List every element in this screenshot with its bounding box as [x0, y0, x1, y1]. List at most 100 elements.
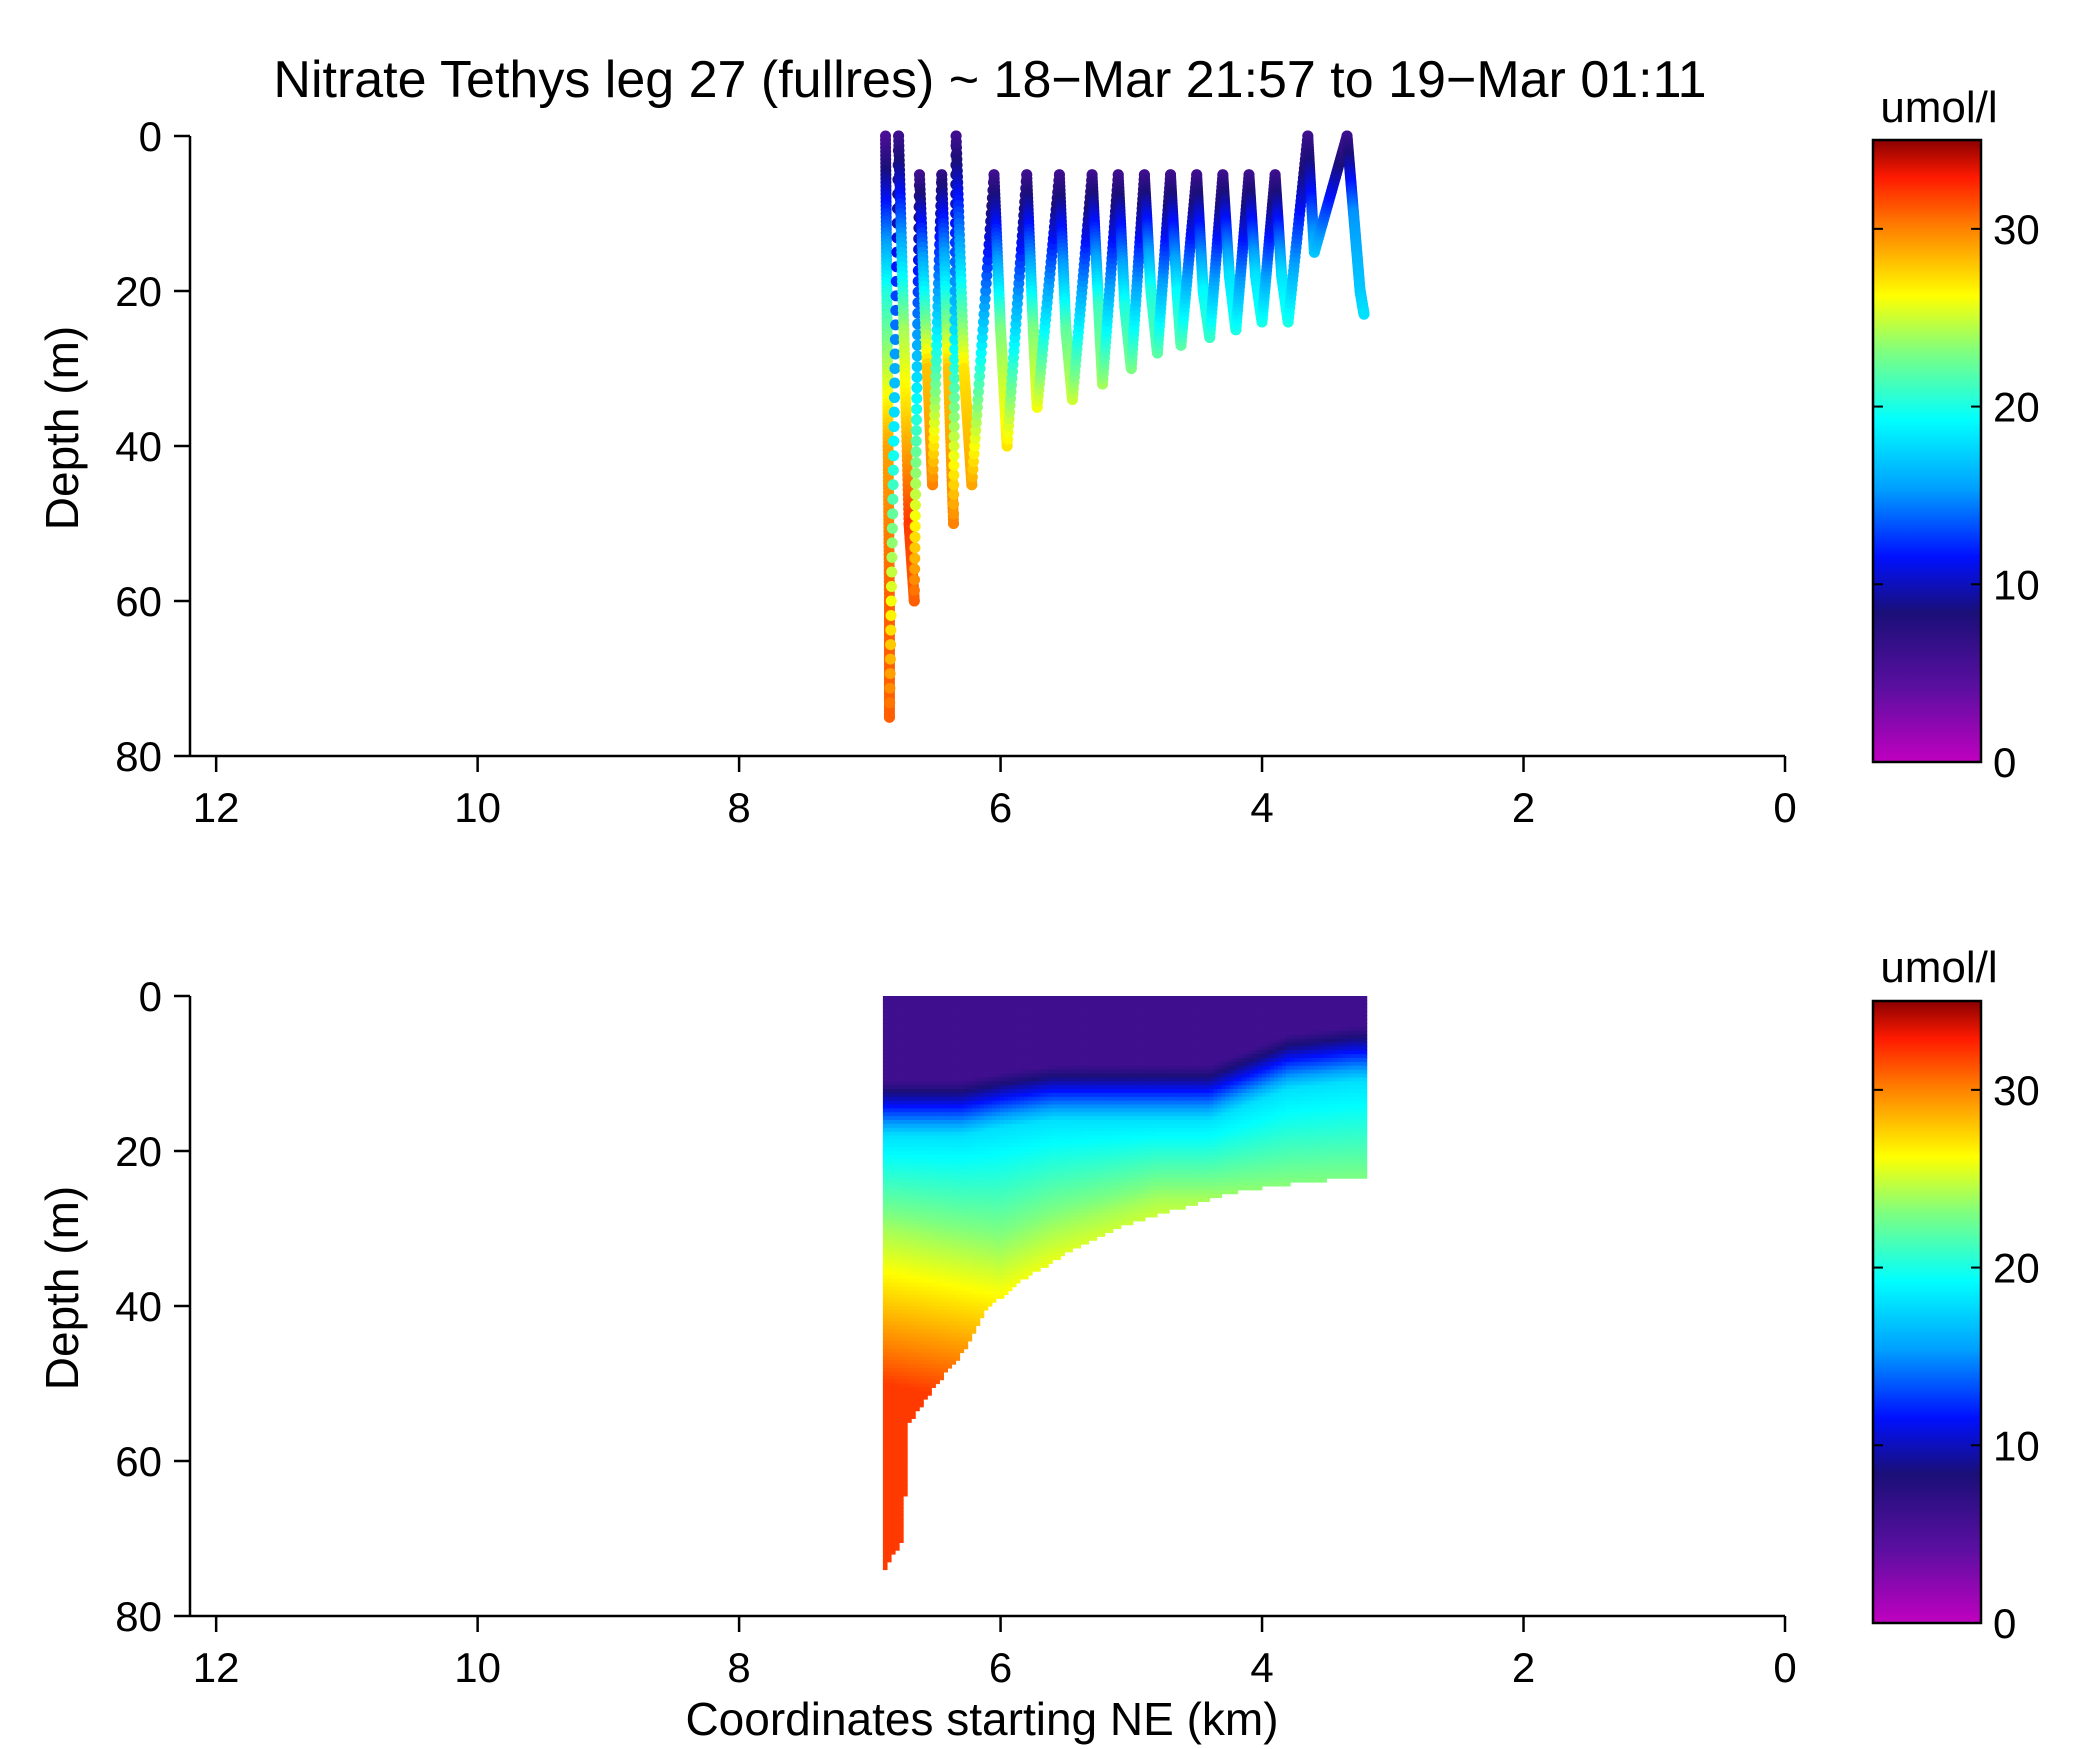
heatmap-cell	[890, 1375, 896, 1381]
heatmap-cell	[911, 1201, 916, 1206]
heatmap-cell	[882, 1247, 888, 1253]
heatmap-cell	[882, 1236, 888, 1241]
heatmap-cell	[975, 1170, 981, 1175]
heatmap-cell	[915, 1174, 920, 1179]
heatmap-cell	[939, 1170, 944, 1175]
heatmap-cell	[923, 1023, 928, 1028]
heatmap-cell	[963, 1255, 969, 1261]
heatmap-cell	[979, 1127, 985, 1133]
heatmap-cell	[911, 1348, 916, 1354]
heatmap-cell	[895, 1046, 900, 1051]
heatmap-cell	[923, 1143, 928, 1148]
heatmap-cell	[971, 1317, 977, 1323]
heatmap-cell	[899, 1046, 904, 1051]
heatmap-cell	[899, 1007, 904, 1013]
heatmap-cell	[959, 1015, 965, 1020]
heatmap-cell	[959, 1081, 965, 1086]
heatmap-cell	[979, 996, 985, 1001]
heatmap-cell	[890, 1151, 896, 1156]
heatmap-cell	[947, 1147, 953, 1152]
heatmap-cell	[886, 1554, 892, 1559]
data-point	[887, 508, 899, 520]
heatmap-cell	[955, 1027, 961, 1032]
heatmap-cell	[911, 1329, 916, 1334]
heatmap-cell	[935, 1112, 940, 1117]
heatmap-cell	[882, 1085, 888, 1090]
heatmap-cell	[911, 1224, 916, 1230]
heatmap-cell	[931, 1069, 936, 1075]
heatmap-cell	[963, 1185, 969, 1191]
heatmap-cell	[927, 1170, 932, 1175]
heatmap-cell	[895, 1251, 900, 1257]
heatmap-cell	[903, 1042, 908, 1047]
heatmap-cell	[911, 1174, 916, 1179]
heatmap-cell	[919, 1263, 924, 1268]
heatmap-cell	[923, 1375, 928, 1381]
heatmap-cell	[927, 1251, 932, 1257]
heatmap-cell	[882, 1321, 888, 1326]
heatmap-cell	[955, 1061, 961, 1067]
heatmap-cell	[903, 1422, 908, 1427]
heatmap-cell	[895, 1360, 900, 1365]
heatmap-cell	[947, 1271, 953, 1276]
heatmap-cell	[915, 1147, 920, 1152]
heatmap-cell	[907, 1321, 912, 1326]
heatmap-cell	[935, 1027, 940, 1032]
heatmap-cell	[882, 1224, 888, 1230]
heatmap-cell	[947, 1213, 953, 1218]
heatmap-cell	[895, 1147, 900, 1152]
heatmap-cell	[915, 1104, 920, 1109]
heatmap-cell	[943, 1139, 949, 1144]
heatmap-cell	[882, 1406, 888, 1412]
heatmap-cell	[903, 1151, 908, 1156]
heatmap-cell	[895, 1352, 900, 1357]
heatmap-cell	[895, 1383, 900, 1388]
heatmap-cell	[899, 1317, 904, 1323]
heatmap-cell	[899, 1484, 904, 1489]
heatmap-cell	[907, 1139, 912, 1144]
heatmap-cell	[967, 1131, 973, 1137]
heatmap-cell	[975, 1271, 981, 1276]
heatmap-cell	[895, 1546, 900, 1551]
heatmap-cell	[882, 1360, 888, 1365]
heatmap-cell	[903, 1061, 908, 1067]
heatmap-cell	[903, 1092, 908, 1098]
heatmap-cell	[903, 1492, 908, 1497]
heatmap-cell	[959, 1205, 965, 1210]
heatmap-cell	[939, 1178, 944, 1183]
heatmap-cell	[931, 1255, 936, 1261]
heatmap-cell	[895, 1495, 900, 1501]
heatmap-cell	[911, 1205, 916, 1210]
heatmap-cell	[935, 1209, 940, 1214]
heatmap-cell	[895, 1100, 900, 1106]
heatmap-cell	[923, 1383, 928, 1388]
heatmap-cell	[939, 1054, 944, 1059]
heatmap-cell	[967, 1120, 973, 1125]
heatmap-cell	[959, 1151, 965, 1156]
heatmap-cell	[971, 1034, 977, 1040]
heatmap-cell	[886, 1158, 892, 1164]
heatmap-cell	[890, 1271, 896, 1276]
heatmap-cell	[943, 1236, 949, 1241]
heatmap-cell	[899, 1302, 904, 1307]
heatmap-cell	[903, 1306, 908, 1311]
heatmap-cell	[882, 1162, 888, 1168]
heatmap-cell	[971, 1170, 977, 1175]
heatmap-cell	[959, 1189, 965, 1195]
heatmap-cell	[882, 1193, 888, 1199]
heatmap-cell	[943, 1131, 949, 1137]
heatmap-cell	[911, 1414, 916, 1419]
heatmap-cell	[903, 1224, 908, 1230]
heatmap-cell	[886, 1309, 892, 1315]
heatmap-cell	[895, 1034, 900, 1040]
heatmap-cell	[947, 1073, 953, 1078]
heatmap-cell	[899, 1348, 904, 1354]
heatmap-cell	[886, 1003, 892, 1009]
heatmap-cell	[971, 1255, 977, 1261]
heatmap-cell	[975, 1282, 981, 1288]
heatmap-cell	[963, 1135, 969, 1140]
heatmap-cell	[919, 1247, 924, 1253]
heatmap-cell	[915, 1325, 920, 1330]
heatmap-cell	[955, 1228, 961, 1233]
heatmap-cell	[903, 1267, 908, 1272]
